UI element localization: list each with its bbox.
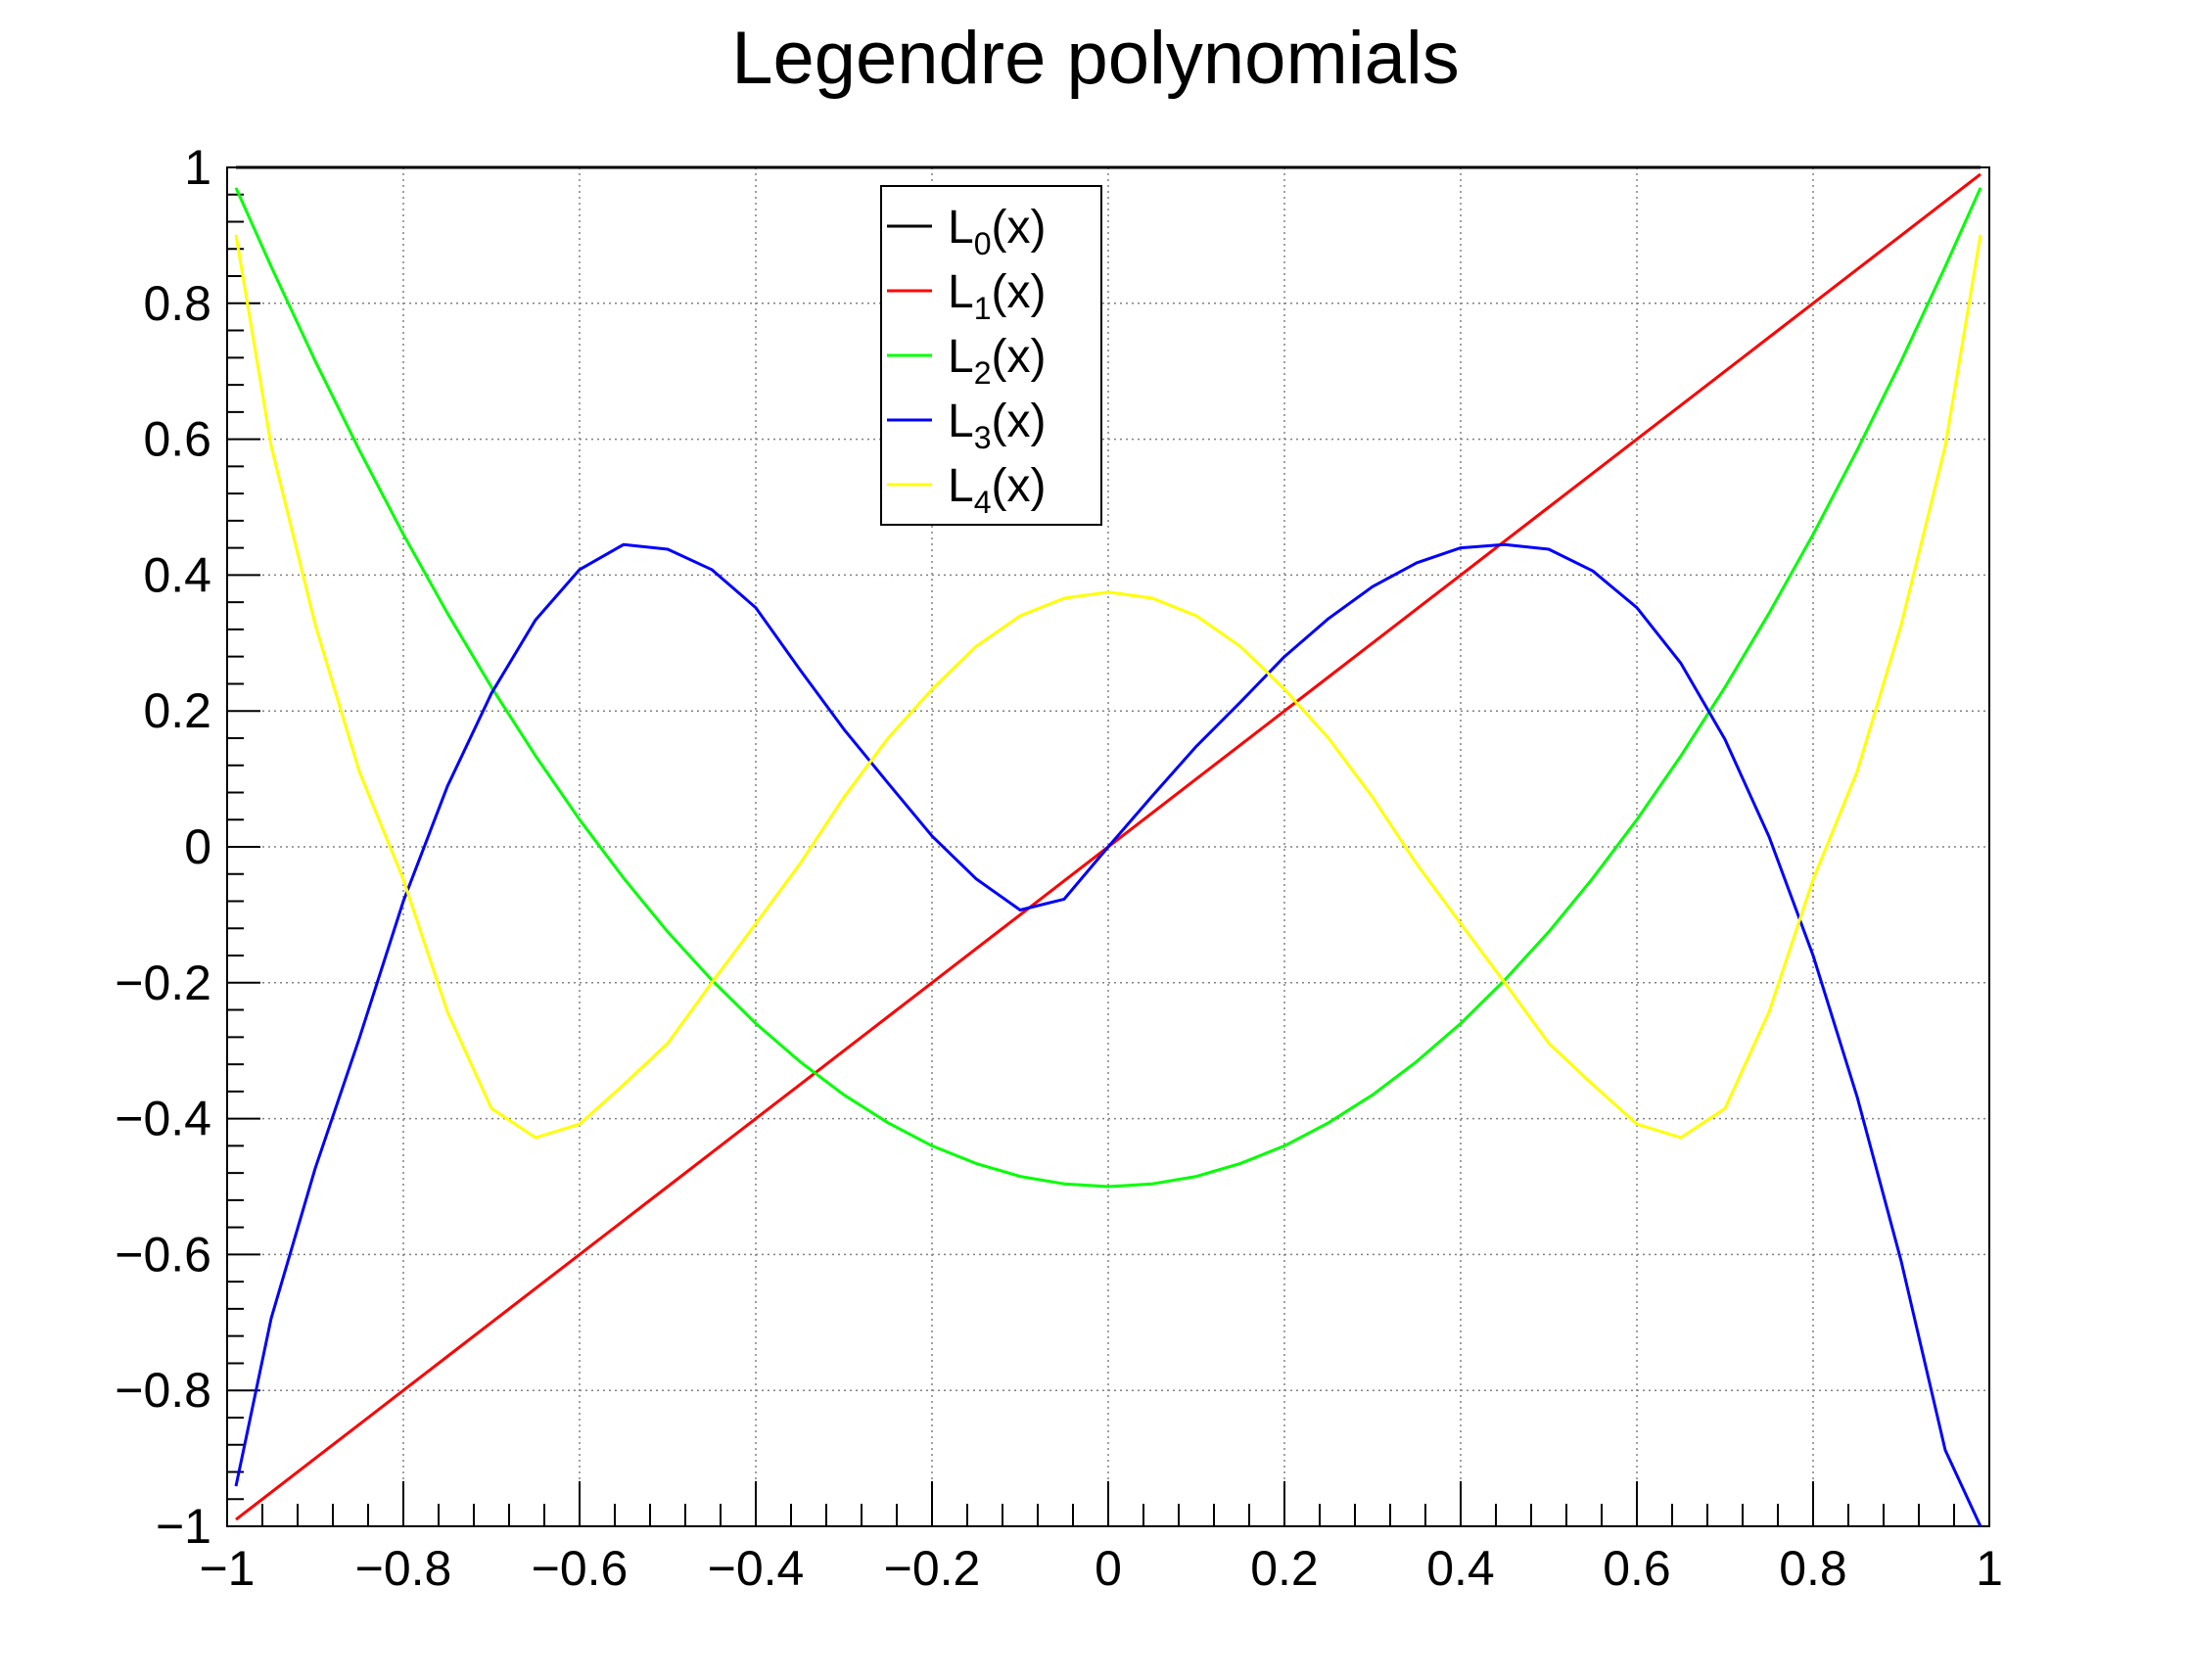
axes: −1 −0.8 −0.6 −0.4 −0.2 0 0.2 0.4 0.6 0.8 1 −1 −0.8 −0… (115, 140, 2003, 1596)
legend-entry-l3: L3(x) (948, 396, 1046, 455)
series-line-l2 (234, 187, 1982, 1189)
y-tick-label: 0.2 (143, 683, 211, 738)
y-tick-label: 0.6 (143, 412, 211, 467)
legend-entry-l4: L4(x) (948, 460, 1046, 520)
x-tick-label: −0.8 (355, 1541, 452, 1596)
x-tick-label: 0.2 (1250, 1541, 1319, 1596)
y-tick-label: 0.4 (143, 547, 211, 602)
y-tick-label: 0 (184, 819, 211, 874)
y-tick-label: 0.8 (143, 276, 211, 331)
y-tick-label: −0.4 (115, 1092, 211, 1146)
x-tick-label: −1 (199, 1541, 255, 1596)
x-tick-label: 1 (1976, 1541, 2003, 1596)
y-tick-label: −0.6 (115, 1227, 211, 1282)
series-line-l3 (234, 542, 1982, 1527)
y-tick-label: −1 (156, 1499, 211, 1554)
x-tick-label: −0.4 (708, 1541, 805, 1596)
x-tick-label: 0.4 (1426, 1541, 1495, 1596)
legend: L0(x)L1(x)L2(x)L3(x)L4(x) (880, 185, 1102, 526)
series-line-l4 (234, 234, 1982, 1140)
y-tick-label: −0.2 (115, 956, 211, 1010)
x-tick-label: −0.6 (532, 1541, 629, 1596)
chart-title: Legendre polynomials (731, 17, 1460, 100)
x-tick-label: 0.8 (1779, 1541, 1847, 1596)
x-tick-label: 0.6 (1603, 1541, 1671, 1596)
x-tick-label: 0 (1095, 1541, 1122, 1596)
legend-entry-l0: L0(x) (948, 202, 1046, 261)
legend-entry-l1: L1(x) (948, 266, 1046, 326)
x-tick-label: −0.2 (884, 1541, 981, 1596)
series-lines (234, 165, 1982, 1527)
y-tick-label: −0.8 (115, 1363, 211, 1418)
legend-entry-l2: L2(x) (948, 331, 1046, 391)
y-tick-label: 1 (184, 140, 211, 195)
